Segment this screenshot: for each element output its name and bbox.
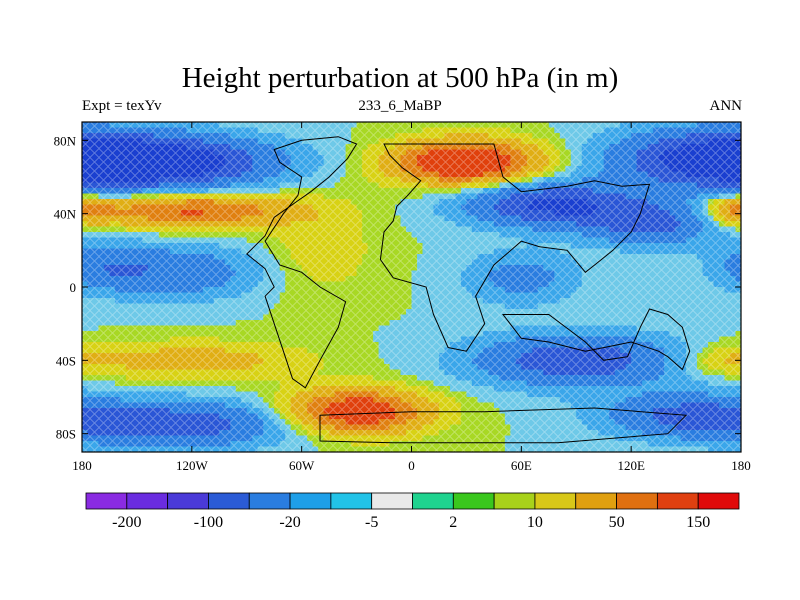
experiment-label: Expt = texYv — [82, 98, 162, 114]
plot-title: Height perturbation at 500 hPa (in m) — [181, 62, 619, 94]
period-label: 233_6_MaBP — [358, 98, 442, 114]
season-label: ANN — [709, 98, 743, 114]
